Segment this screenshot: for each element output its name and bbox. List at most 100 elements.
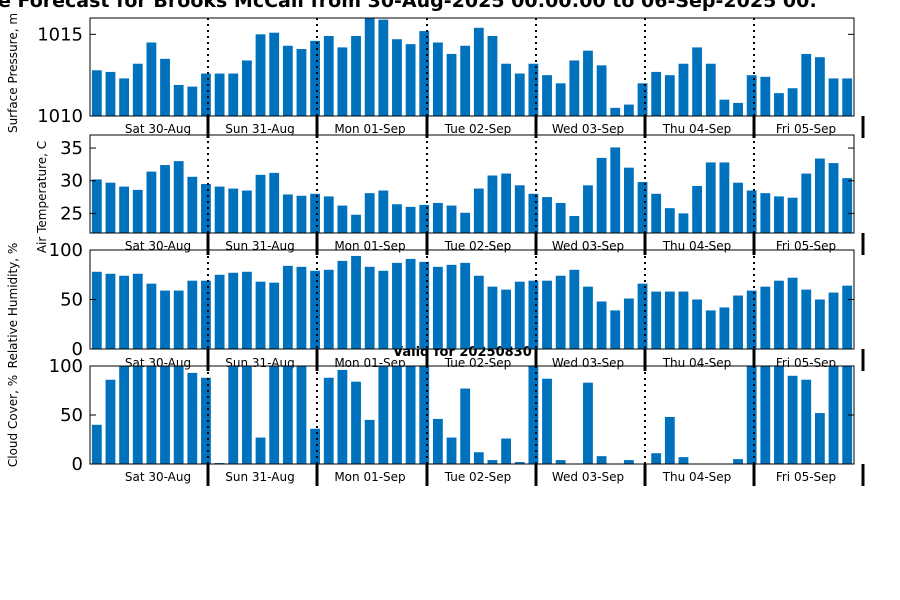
bar-p2-25 (419, 204, 430, 233)
ytick-label-p2-3: 35 (60, 138, 83, 159)
bar-p3-47 (719, 307, 730, 349)
bar-p2-22 (378, 190, 389, 233)
bar-p2-41 (637, 182, 648, 233)
bar-p3-38 (596, 301, 607, 349)
day-label-p3-4: Tue 02-Sep (444, 356, 512, 370)
bar-p3-11 (228, 272, 239, 349)
bar-p2-11 (228, 188, 239, 233)
bar-p1-22 (378, 19, 389, 117)
ytick-label-p1-2: 1015 (37, 24, 83, 45)
bar-p1-54 (814, 57, 825, 116)
day-label-p2-7: Fri 05-Sep (776, 239, 836, 253)
bar-p1-6 (160, 58, 170, 116)
figure-title: e Forecast for Brooks McCall from 30-Aug… (0, 0, 817, 12)
bar-p3-14 (269, 282, 280, 349)
bar-p1-15 (282, 45, 293, 116)
bar-p1-25 (419, 31, 430, 116)
bar-p3-37 (583, 286, 593, 349)
bar-p4-12 (241, 366, 252, 464)
bar-p2-38 (596, 157, 607, 233)
ytick-label-p3-1: 0 (72, 339, 83, 360)
bar-p1-18 (323, 35, 334, 116)
bar-p4-43 (664, 416, 675, 464)
bar-p3-31 (501, 289, 512, 349)
bar-p2-29 (473, 188, 484, 233)
bar-p2-9 (201, 184, 211, 233)
day-label-p1-2: Sun 31-Aug (225, 122, 294, 136)
bar-p3-33 (528, 280, 539, 349)
bar-p1-32 (514, 73, 525, 116)
ytick-label-p4-1: 0 (72, 454, 83, 475)
bar-p4-23 (392, 366, 402, 464)
day-label-p2-6: Thu 04-Sep (662, 239, 732, 253)
bar-p3-17 (310, 270, 321, 349)
bar-p4-18 (323, 377, 334, 464)
day-label-p4-6: Thu 04-Sep (662, 470, 732, 484)
day-label-p1-7: Fri 05-Sep (776, 122, 836, 136)
day-label-p4-5: Wed 03-Sep (552, 470, 624, 484)
bar-p3-43 (664, 291, 675, 349)
bar-p1-43 (664, 75, 675, 116)
bar-p4-6 (160, 366, 170, 464)
bar-p2-3 (119, 186, 130, 233)
bar-p1-2 (105, 71, 116, 116)
bar-p3-52 (787, 277, 798, 349)
bar-p3-26 (432, 266, 443, 349)
bar-p1-10 (214, 73, 225, 116)
bar-p2-48 (733, 182, 743, 233)
day-label-p4-2: Sun 31-Aug (225, 470, 294, 484)
bar-p1-56 (842, 78, 853, 116)
bar-p3-7 (173, 290, 184, 349)
bar-p1-51 (774, 93, 784, 116)
bar-p2-27 (446, 205, 457, 233)
bar-p1-44 (678, 63, 689, 116)
day-label-p2-3: Mon 01-Sep (334, 239, 405, 253)
bar-p3-56 (842, 285, 853, 349)
bar-p4-19 (337, 369, 348, 464)
bar-p2-45 (692, 185, 703, 233)
day-label-p2-1: Sat 30-Aug (125, 239, 191, 253)
bar-p2-34 (542, 197, 552, 233)
ytick-label-p2-1: 25 (60, 203, 83, 224)
bar-p4-21 (364, 419, 375, 464)
bar-p2-47 (719, 162, 730, 233)
bar-p2-26 (432, 202, 443, 233)
bar-p4-29 (473, 452, 484, 464)
day-label-p4-3: Mon 01-Sep (334, 470, 405, 484)
bar-p4-56 (842, 366, 853, 464)
bar-p4-9 (201, 377, 211, 464)
bar-p4-5 (146, 366, 157, 464)
bar-p1-29 (473, 27, 484, 116)
bar-p3-45 (692, 299, 703, 349)
bar-p3-15 (282, 265, 293, 349)
bar-p4-37 (583, 382, 593, 464)
bar-p3-54 (814, 299, 825, 349)
ytick-label-p4-2: 50 (60, 405, 83, 426)
axes-frame-p1 (89, 17, 855, 117)
bar-p3-55 (828, 292, 839, 349)
bar-p2-46 (705, 162, 716, 233)
ylabel-p1: Surface Pressure, m (6, 13, 20, 133)
day-label-p2-4: Tue 02-Sep (444, 239, 512, 253)
bar-p3-39 (610, 310, 621, 349)
bar-p2-6 (160, 165, 170, 233)
bar-p2-20 (351, 214, 361, 233)
bar-p1-21 (364, 18, 375, 116)
bar-p2-23 (392, 204, 402, 233)
bar-p4-8 (187, 372, 198, 464)
bar-p3-34 (542, 280, 552, 349)
bar-p1-26 (432, 42, 443, 116)
bar-p2-21 (364, 193, 375, 233)
bar-p3-40 (623, 298, 634, 349)
bar-p2-51 (774, 196, 784, 233)
ylabel-p3: Relative Humidity, % (6, 243, 20, 369)
bar-p1-23 (392, 39, 402, 117)
ylabel-p2: Air Temperature, C (35, 141, 49, 253)
bar-p4-2 (105, 379, 116, 464)
bar-p2-50 (760, 193, 771, 233)
bar-p2-4 (132, 189, 143, 233)
bar-p1-50 (760, 76, 771, 116)
bar-p1-4 (132, 63, 143, 116)
bar-p2-14 (269, 172, 280, 233)
